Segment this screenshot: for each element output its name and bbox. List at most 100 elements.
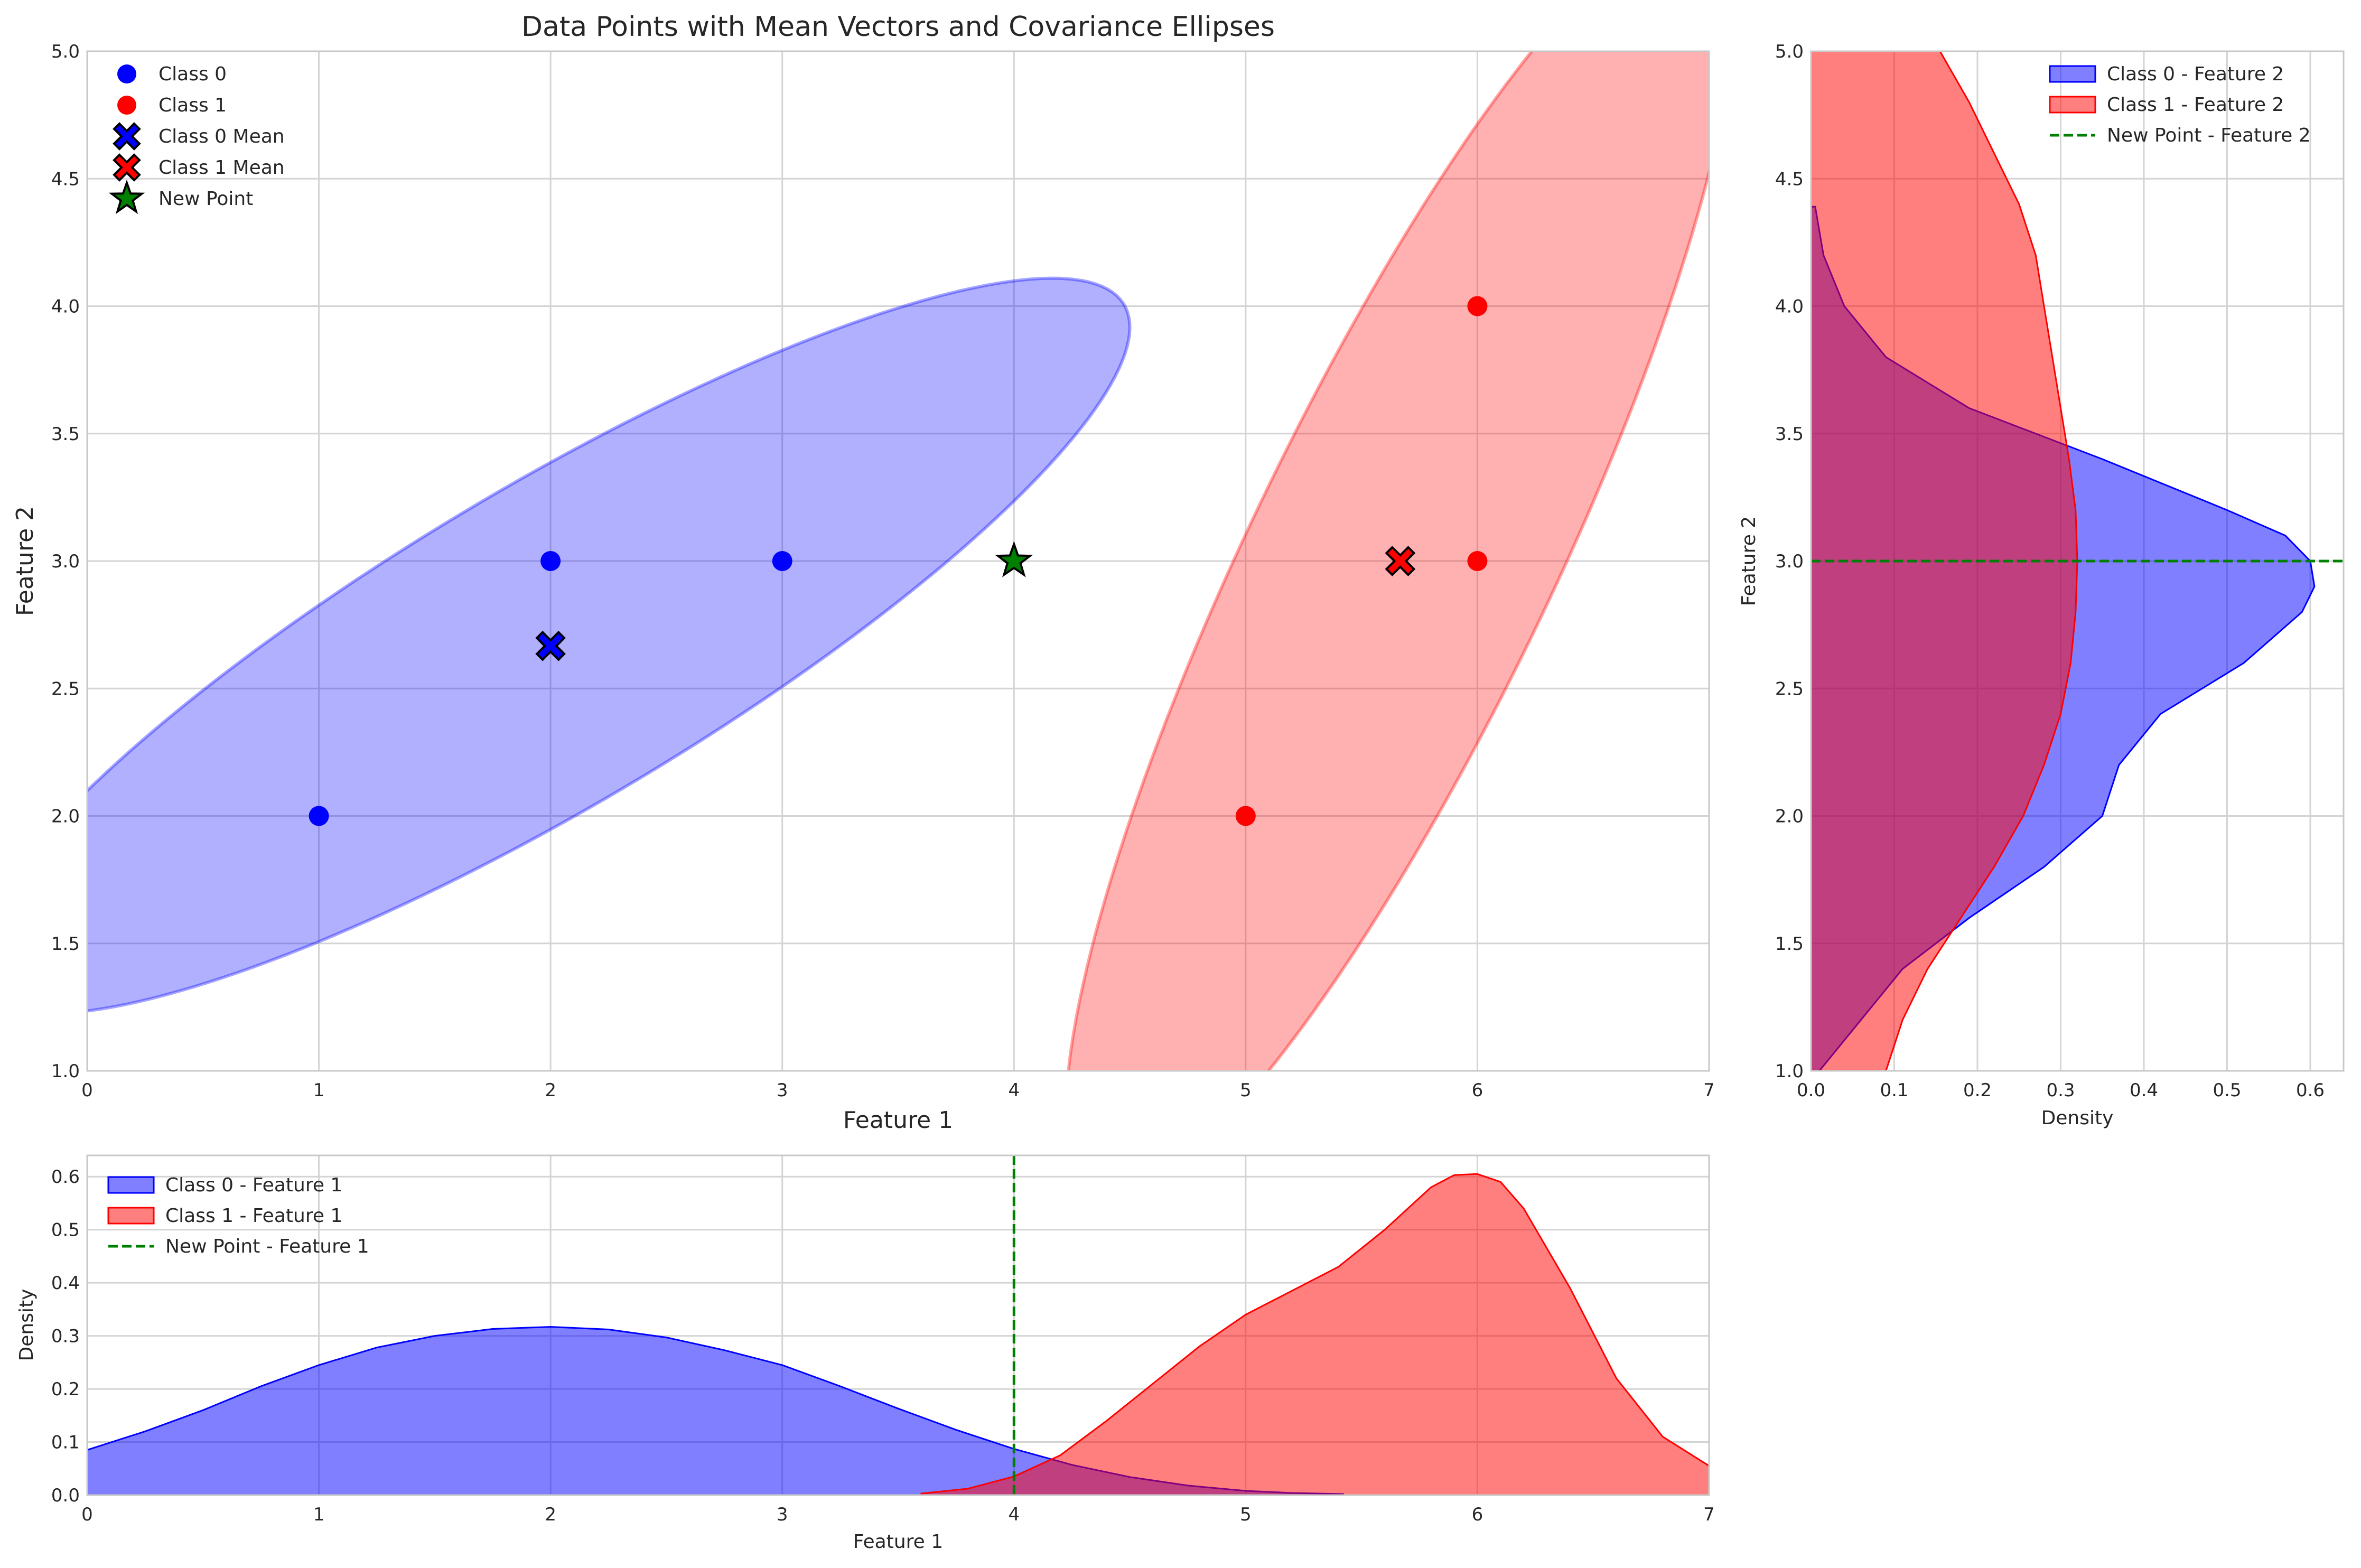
main-points xyxy=(309,296,1488,826)
right-x-axis-label: Density xyxy=(2041,1107,2114,1129)
0-x-tick-label: 2 xyxy=(545,1080,556,1101)
right-plot-frame xyxy=(1810,50,2345,1072)
class-1-point xyxy=(1467,296,1488,316)
class-0-point xyxy=(540,551,561,571)
main-x-axis-label: Feature 1 xyxy=(843,1107,953,1134)
0-y-tick-label: 2.5 xyxy=(51,678,80,699)
0-y-tick-label: 5.0 xyxy=(51,41,80,62)
main-plot-area xyxy=(87,51,1709,1071)
main-legend: Class 0 Class 1 Class 0 Mean Class 1 Mean Ne… xyxy=(108,63,285,214)
0-y-tick-label: 1.5 xyxy=(51,934,80,955)
0-x-tick-label: 0 xyxy=(81,1080,93,1101)
2-x-tick-label: 3 xyxy=(777,1504,788,1525)
2-y-tick-label: 0.1 xyxy=(51,1432,80,1453)
0-y-tick-label: 3.0 xyxy=(51,551,80,572)
1-x-tick-label: 0.1 xyxy=(1880,1080,1908,1101)
legend-class-1---feature-2-label: Class 1 - Feature 2 xyxy=(2107,94,2284,116)
2-x-tick-label: 2 xyxy=(545,1504,556,1525)
1-y-tick-label: 2.0 xyxy=(1775,806,1804,827)
2-y-tick-label: 0.6 xyxy=(51,1166,80,1188)
0-x-tick-label: 5 xyxy=(1240,1080,1252,1101)
main-x-ticks: 0 1 2 3 4 5 6 7 xyxy=(81,1080,1715,1101)
class-1-mean-marker xyxy=(1385,546,1416,576)
0-y-tick-label: 4.0 xyxy=(51,296,80,318)
class-0-point xyxy=(772,551,792,571)
1-y-tick-label: 1.5 xyxy=(1775,934,1804,955)
1-x-tick-label: 0.4 xyxy=(2130,1080,2158,1101)
legend-class-0---feature-1-swatch xyxy=(107,1176,155,1194)
0-y-tick-label: 2.0 xyxy=(51,806,80,827)
bottom-legend: Class 0 - Feature 1 Class 1 - Feature 1 Ne… xyxy=(107,1174,369,1257)
legend-class-0---feature-2-label: Class 0 - Feature 2 xyxy=(2107,63,2284,85)
legend-class-0-mean-label: Class 0 Mean xyxy=(158,126,285,147)
legend-new-point-swatch xyxy=(108,179,145,214)
2-x-tick-label: 4 xyxy=(1008,1504,1020,1525)
main-title: Data Points with Mean Vectors and Covari… xyxy=(521,11,1275,43)
class-1-feature-1-density xyxy=(920,1173,1709,1495)
main-scatter-panel: Data Points with Mean Vectors and Covari… xyxy=(12,11,1715,1134)
bottom-plot-frame xyxy=(86,1154,1710,1496)
bottom-plot-area xyxy=(87,1155,1709,1495)
legend-class-0-label: Class 0 xyxy=(158,63,227,85)
main-plot-frame xyxy=(86,50,1710,1072)
2-x-tick-label: 0 xyxy=(81,1504,93,1525)
2-y-tick-label: 0.0 xyxy=(51,1485,80,1506)
0-y-tick-label: 3.5 xyxy=(51,424,80,445)
1-x-tick-label: 0.0 xyxy=(1797,1080,1825,1101)
1-y-tick-label: 1.0 xyxy=(1775,1061,1804,1082)
1-y-tick-label: 3.0 xyxy=(1775,551,1804,572)
0-y-tick-label: 1.0 xyxy=(51,1061,80,1082)
1-y-tick-label: 3.5 xyxy=(1775,424,1804,445)
legend-class-1---feature-1-label: Class 1 - Feature 1 xyxy=(165,1205,342,1227)
class-1-point xyxy=(1235,806,1256,826)
legend-class-1---feature-2-swatch xyxy=(2049,96,2096,114)
1-y-tick-label: 4.0 xyxy=(1775,296,1804,318)
legend-class-1-mean-swatch xyxy=(113,153,141,182)
class-0-point xyxy=(309,806,329,826)
0-x-tick-label: 3 xyxy=(777,1080,788,1101)
legend-class-0---feature-1-label: Class 0 - Feature 1 xyxy=(165,1174,342,1196)
right-legend: Class 0 - Feature 2 Class 1 - Feature 2 Ne… xyxy=(2049,63,2311,146)
1-x-tick-label: 0.5 xyxy=(2213,1080,2241,1101)
1-y-tick-label: 4.5 xyxy=(1775,169,1804,190)
legend-class-0-mean-swatch xyxy=(113,122,141,151)
legend-class-1-label: Class 1 xyxy=(158,95,227,116)
class-1-point xyxy=(1467,551,1488,571)
2-x-tick-label: 6 xyxy=(1472,1504,1483,1525)
1-x-tick-label: 0.3 xyxy=(2046,1080,2075,1101)
right-x-ticks: 0.0 0.1 0.2 0.3 0.4 0.5 0.6 xyxy=(1797,1080,2325,1101)
legend-reference-line-label: New Point - Feature 2 xyxy=(2107,125,2311,146)
bottom-density-panel: 0 1 2 3 4 5 6 7 0.0 0.1 0.2 0.3 0.4 0.5 0.6 Feature 1… xyxy=(16,1154,1715,1553)
right-y-ticks: 1.0 1.5 2.0 2.5 3.0 3.5 4.0 4.5 5.0 xyxy=(1775,41,1804,1082)
bottom-x-axis-label: Feature 1 xyxy=(853,1531,943,1553)
main-y-axis-label: Feature 2 xyxy=(12,506,39,616)
main-y-ticks: 1.0 1.5 2.0 2.5 3.0 3.5 4.0 4.5 5.0 xyxy=(51,41,80,1082)
0-y-tick-label: 4.5 xyxy=(51,169,80,190)
0-x-tick-label: 7 xyxy=(1703,1080,1715,1101)
legend-class-0---feature-2-swatch xyxy=(2049,65,2096,83)
1-x-tick-label: 0.2 xyxy=(1963,1080,1992,1101)
2-y-tick-label: 0.2 xyxy=(51,1379,80,1400)
legend-reference-line-label: New Point - Feature 1 xyxy=(165,1236,369,1257)
right-density-panel: 0.0 0.1 0.2 0.3 0.4 0.5 0.6 1.0 1.5 2.0 2.5 3.0 3.5… xyxy=(1738,41,2345,1129)
0-x-tick-label: 4 xyxy=(1008,1080,1020,1101)
bottom-x-ticks: 0 1 2 3 4 5 6 7 xyxy=(81,1504,1715,1525)
1-y-tick-label: 5.0 xyxy=(1775,41,1804,62)
1-x-tick-label: 0.6 xyxy=(2296,1080,2325,1101)
0-x-tick-label: 1 xyxy=(313,1080,325,1101)
legend-class-1---feature-1-swatch xyxy=(107,1207,155,1225)
right-y-axis-label: Feature 2 xyxy=(1738,516,1760,606)
1-y-tick-label: 2.5 xyxy=(1775,678,1804,699)
class-0-mean-marker xyxy=(535,630,566,661)
legend-new-point-label: New Point xyxy=(158,188,253,210)
2-x-tick-label: 7 xyxy=(1703,1504,1715,1525)
legend-class-1-swatch xyxy=(117,96,136,115)
bottom-y-ticks: 0.0 0.1 0.2 0.3 0.4 0.5 0.6 xyxy=(51,1166,80,1506)
legend-class-0-swatch xyxy=(117,64,136,83)
new-point-marker xyxy=(995,541,1033,577)
2-x-tick-label: 5 xyxy=(1240,1504,1252,1525)
class-0-covariance-ellipse xyxy=(87,276,1132,1013)
class-1-covariance-ellipse xyxy=(1067,51,1709,1071)
right-plot-area xyxy=(1811,51,2344,1071)
